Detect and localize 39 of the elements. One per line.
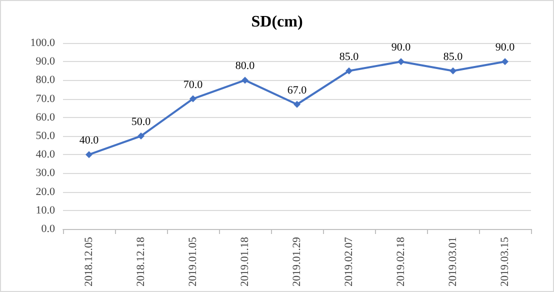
y-tick-label: 40.0 — [36, 148, 56, 161]
data-label: 85.0 — [339, 50, 360, 63]
data-label: 85.0 — [443, 50, 464, 63]
y-tick-label: 70.0 — [36, 92, 56, 105]
data-label: 40.0 — [79, 134, 100, 147]
point — [242, 76, 248, 84]
y-tick-label: 0.0 — [41, 223, 56, 235]
x-tick-label: 2019.03.01 — [447, 237, 459, 286]
x-tick-label: 2019.01.05 — [187, 236, 199, 286]
x-tick-label: 2019.01.18 — [239, 236, 251, 286]
point — [190, 95, 196, 102]
point — [294, 100, 300, 108]
y-tick-label: 10.0 — [36, 204, 56, 216]
data-label: 70.0 — [183, 78, 204, 91]
x-tick-label: 2019.03.15 — [499, 236, 511, 286]
point — [398, 58, 404, 66]
point — [138, 132, 144, 140]
x-tick-label: 2018.12.18 — [135, 236, 147, 286]
x-tick-label: 2018.12.05 — [83, 236, 95, 286]
point — [450, 67, 456, 74]
data-label: 67.0 — [287, 84, 308, 96]
point — [502, 58, 508, 66]
y-tick-label: 30.0 — [36, 167, 56, 180]
x-tick-label: 2019.02.18 — [395, 236, 407, 286]
chart-title: SD(cm) — [251, 14, 303, 30]
y-tick-label: 80.0 — [36, 74, 56, 86]
y-tick-label: 100.0 — [30, 37, 56, 49]
data-label: 50.0 — [131, 116, 152, 128]
point — [86, 151, 92, 158]
y-tick-label: 60.0 — [36, 111, 56, 124]
x-tick-label: 2019.01.29 — [291, 236, 303, 286]
data-label: 90.0 — [391, 42, 412, 54]
x-tick-label: 2019.02.07 — [343, 236, 355, 286]
data-label: 90.0 — [495, 42, 516, 54]
y-tick-label: 50.0 — [36, 130, 56, 142]
y-tick-label: 90.0 — [36, 56, 56, 68]
y-tick-label: 20.0 — [36, 186, 56, 198]
point — [346, 67, 352, 74]
data-label: 80.0 — [235, 60, 256, 72]
